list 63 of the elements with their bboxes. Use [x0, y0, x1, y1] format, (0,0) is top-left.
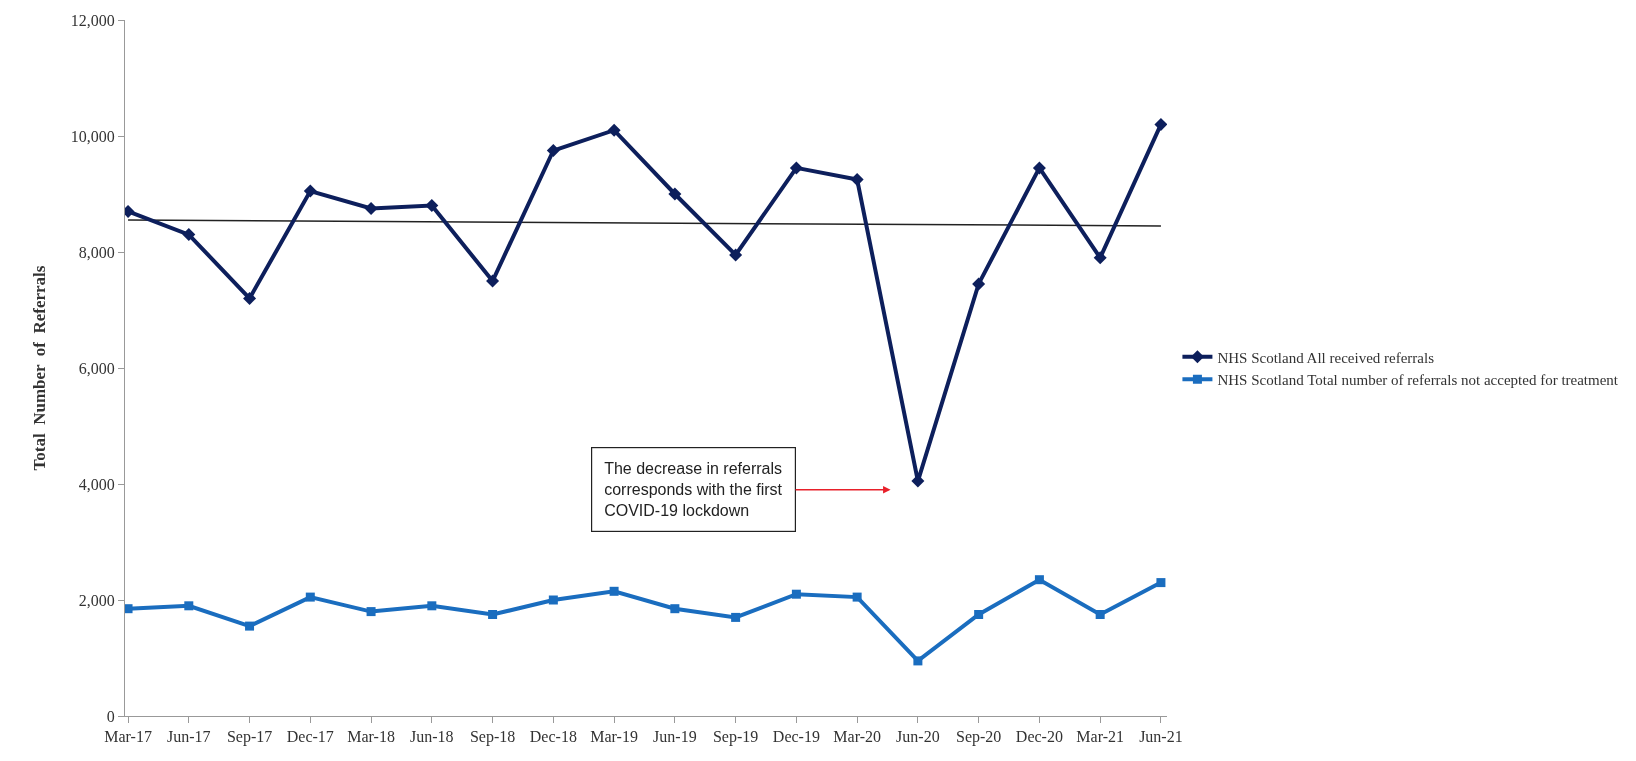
point: [305, 592, 315, 602]
x-tick-label: Jun-17: [167, 728, 211, 746]
x-tick-label: Jun-20: [896, 728, 940, 746]
y-tick-label: 8,000: [78, 243, 115, 261]
point: [427, 601, 437, 611]
x-tick-label: Mar-20: [833, 728, 881, 746]
point: [488, 610, 498, 619]
point: [125, 604, 133, 614]
legend-label: NHS Scotland Total number of referrals not accepted for treatment: [1217, 372, 1619, 389]
point: [731, 612, 741, 622]
annotation: The decrease in referrals corresponds with the first COVID-19 lockdown: [604, 460, 783, 519]
point: [1034, 575, 1044, 585]
x-tick-label: Dec-20: [1015, 728, 1063, 746]
y-tick-label: 6,000: [78, 359, 115, 377]
x-tick-label: Dec-19: [772, 728, 820, 746]
point: [972, 277, 986, 291]
x-tick-label: Mar-21: [1076, 728, 1125, 746]
point: [245, 621, 255, 631]
y-axis-title: Total Number of Referrals: [30, 265, 50, 471]
point: [913, 656, 923, 666]
point: [670, 604, 680, 614]
x-tick-label: Sep-20: [955, 728, 1002, 747]
point: [425, 199, 439, 213]
point: [546, 144, 560, 157]
point: [789, 161, 803, 175]
x-tick-label: Sep-18: [469, 728, 516, 747]
legend-label: NHS Scotland All received referrals: [1217, 349, 1435, 366]
point: [607, 123, 621, 137]
point: [364, 202, 378, 215]
point: [850, 173, 864, 186]
x-tick-label: Jun-19: [653, 728, 697, 746]
point: [668, 187, 682, 201]
point: [791, 589, 801, 599]
point: [366, 607, 376, 617]
point: [548, 595, 558, 605]
x-tick-label: Mar-18: [347, 728, 395, 746]
x-tick-label: Mar-17: [104, 728, 152, 746]
y-tick-label: 4,000: [78, 475, 115, 493]
y-tick-label: 0: [106, 707, 115, 725]
x-tick-label: Dec-17: [286, 728, 334, 746]
x-tick-label: Mar-19: [590, 728, 638, 746]
point: [852, 592, 862, 602]
y-tick-label: 10,000: [70, 127, 115, 145]
point: [184, 601, 194, 611]
point: [243, 291, 257, 305]
point: [182, 228, 196, 242]
point: [1154, 117, 1167, 131]
point: [609, 586, 619, 596]
x-tick-label: Jun-21: [1139, 728, 1183, 746]
point: [1095, 610, 1105, 619]
point: [1032, 161, 1046, 175]
point: [974, 610, 984, 619]
point: [729, 248, 743, 262]
point: [486, 274, 500, 288]
x-tick-label: Sep-17: [226, 728, 273, 747]
point: [1156, 578, 1166, 588]
x-tick-label: Jun-18: [410, 728, 454, 746]
point: [1093, 251, 1107, 265]
y-tick-label: 12,000: [70, 11, 115, 29]
x-tick-label: Sep-19: [712, 728, 759, 747]
x-tick-label: Dec-18: [529, 728, 577, 746]
point: [303, 184, 317, 198]
y-tick-label: 2,000: [78, 591, 115, 609]
